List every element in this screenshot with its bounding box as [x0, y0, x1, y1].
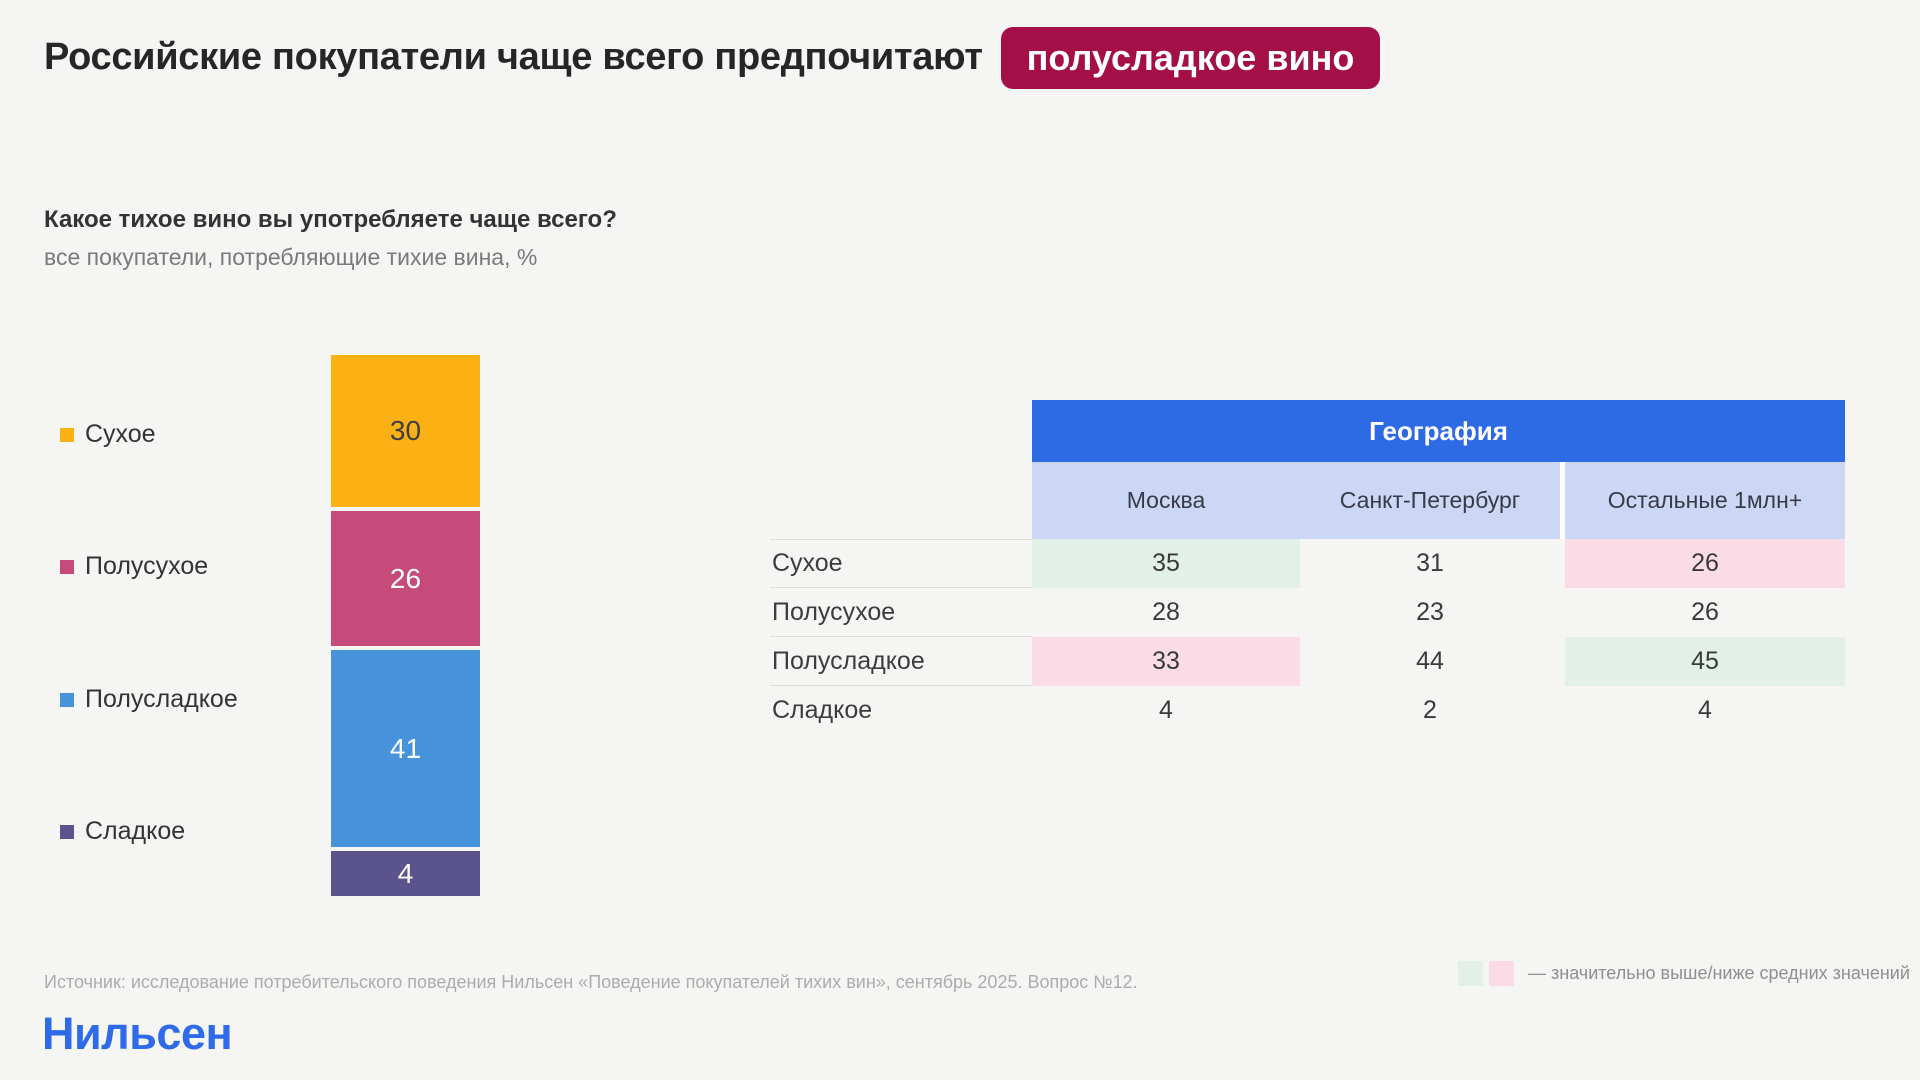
bar-segment-2: 41 [331, 650, 480, 848]
table-cell-1-0: 28 [1152, 598, 1180, 626]
highlight-legend-text: — значительно выше/ниже средних значений [1528, 963, 1910, 983]
bar-segment-0: 30 [331, 355, 480, 507]
bar-value-label: 30 [389, 414, 422, 446]
bar-segment-3: 4 [331, 851, 480, 896]
source-note: Источник: исследование потребительского … [44, 972, 1138, 992]
bar-value-label: 41 [389, 732, 422, 764]
page-title-text: Российские покупатели чаще всего предпоч… [44, 36, 983, 79]
table-column-header-moscow: Москва [1032, 462, 1300, 539]
table-cell-3-0: 4 [1159, 696, 1173, 724]
table-cell-2-0: 33 [1032, 637, 1300, 686]
table-cell-1-1: 23 [1416, 598, 1444, 626]
table-cell-3-1: 2 [1423, 696, 1437, 724]
table-row-label-0: Сухое [770, 539, 1032, 588]
table-cell-0-1: 31 [1416, 549, 1444, 577]
chart-legend-item-3: Сладкое [60, 817, 185, 846]
question-subtitle: все покупатели, потребляющие тихие вина,… [44, 244, 538, 270]
chart-legend-label: Полусухое [85, 552, 209, 580]
nielsen-logo: Нильсен [42, 1008, 233, 1059]
table-column-separator [1560, 462, 1565, 539]
chart-legend-swatch [60, 692, 74, 707]
legend-high-swatch [1458, 961, 1483, 986]
highlight-legend: — значительно выше/ниже средних значений [1458, 961, 1910, 986]
table-cell-0-2: 26 [1565, 539, 1845, 588]
table-row-label-2: Полусладкое [770, 637, 1032, 686]
chart-legend-swatch [60, 824, 74, 839]
table-cell-3-2: 4 [1698, 696, 1712, 724]
chart-legend-swatch [60, 427, 74, 442]
table-cell-1-2: 26 [1691, 598, 1719, 626]
chart-legend-label: Сухое [85, 420, 156, 448]
legend-low-swatch [1489, 961, 1514, 986]
bar-value-label: 4 [397, 857, 414, 889]
chart-legend-item-0: Сухое [60, 420, 156, 449]
stacked-bar: 30 26 41 4 [331, 355, 480, 896]
title-highlight-badge: полусладкое вино [1000, 27, 1381, 89]
bar-segment-1: 26 [331, 510, 480, 647]
question-block: Какое тихое вино вы употребляете чаще вс… [44, 206, 617, 271]
table-row-label-3: Сладкое [772, 696, 873, 724]
table-header: География [1032, 400, 1845, 462]
table-cell-2-1: 44 [1416, 647, 1444, 675]
table-row-label-1: Полусухое [770, 588, 1032, 637]
chart-legend-label: Полусладкое [85, 685, 238, 713]
chart-legend-swatch [60, 559, 74, 574]
chart-legend-label: Сладкое [85, 817, 186, 845]
chart-legend-item-1: Полусухое [60, 552, 208, 581]
question-title: Какое тихое вино вы употребляете чаще вс… [44, 206, 617, 233]
bar-value-label: 26 [389, 562, 422, 594]
geography-table: География Москва Санкт-Петербург Остальн… [770, 400, 1845, 735]
page-title: Российские покупатели чаще всего предпоч… [44, 27, 1381, 89]
table-cell-0-0: 35 [1032, 539, 1300, 588]
chart-legend-item-2: Полусладкое [60, 685, 238, 714]
table-column-header-spb: Санкт-Петербург [1300, 462, 1560, 539]
table-column-header-other: Остальные 1млн+ [1565, 462, 1845, 539]
table-cell-2-2: 45 [1565, 637, 1845, 686]
